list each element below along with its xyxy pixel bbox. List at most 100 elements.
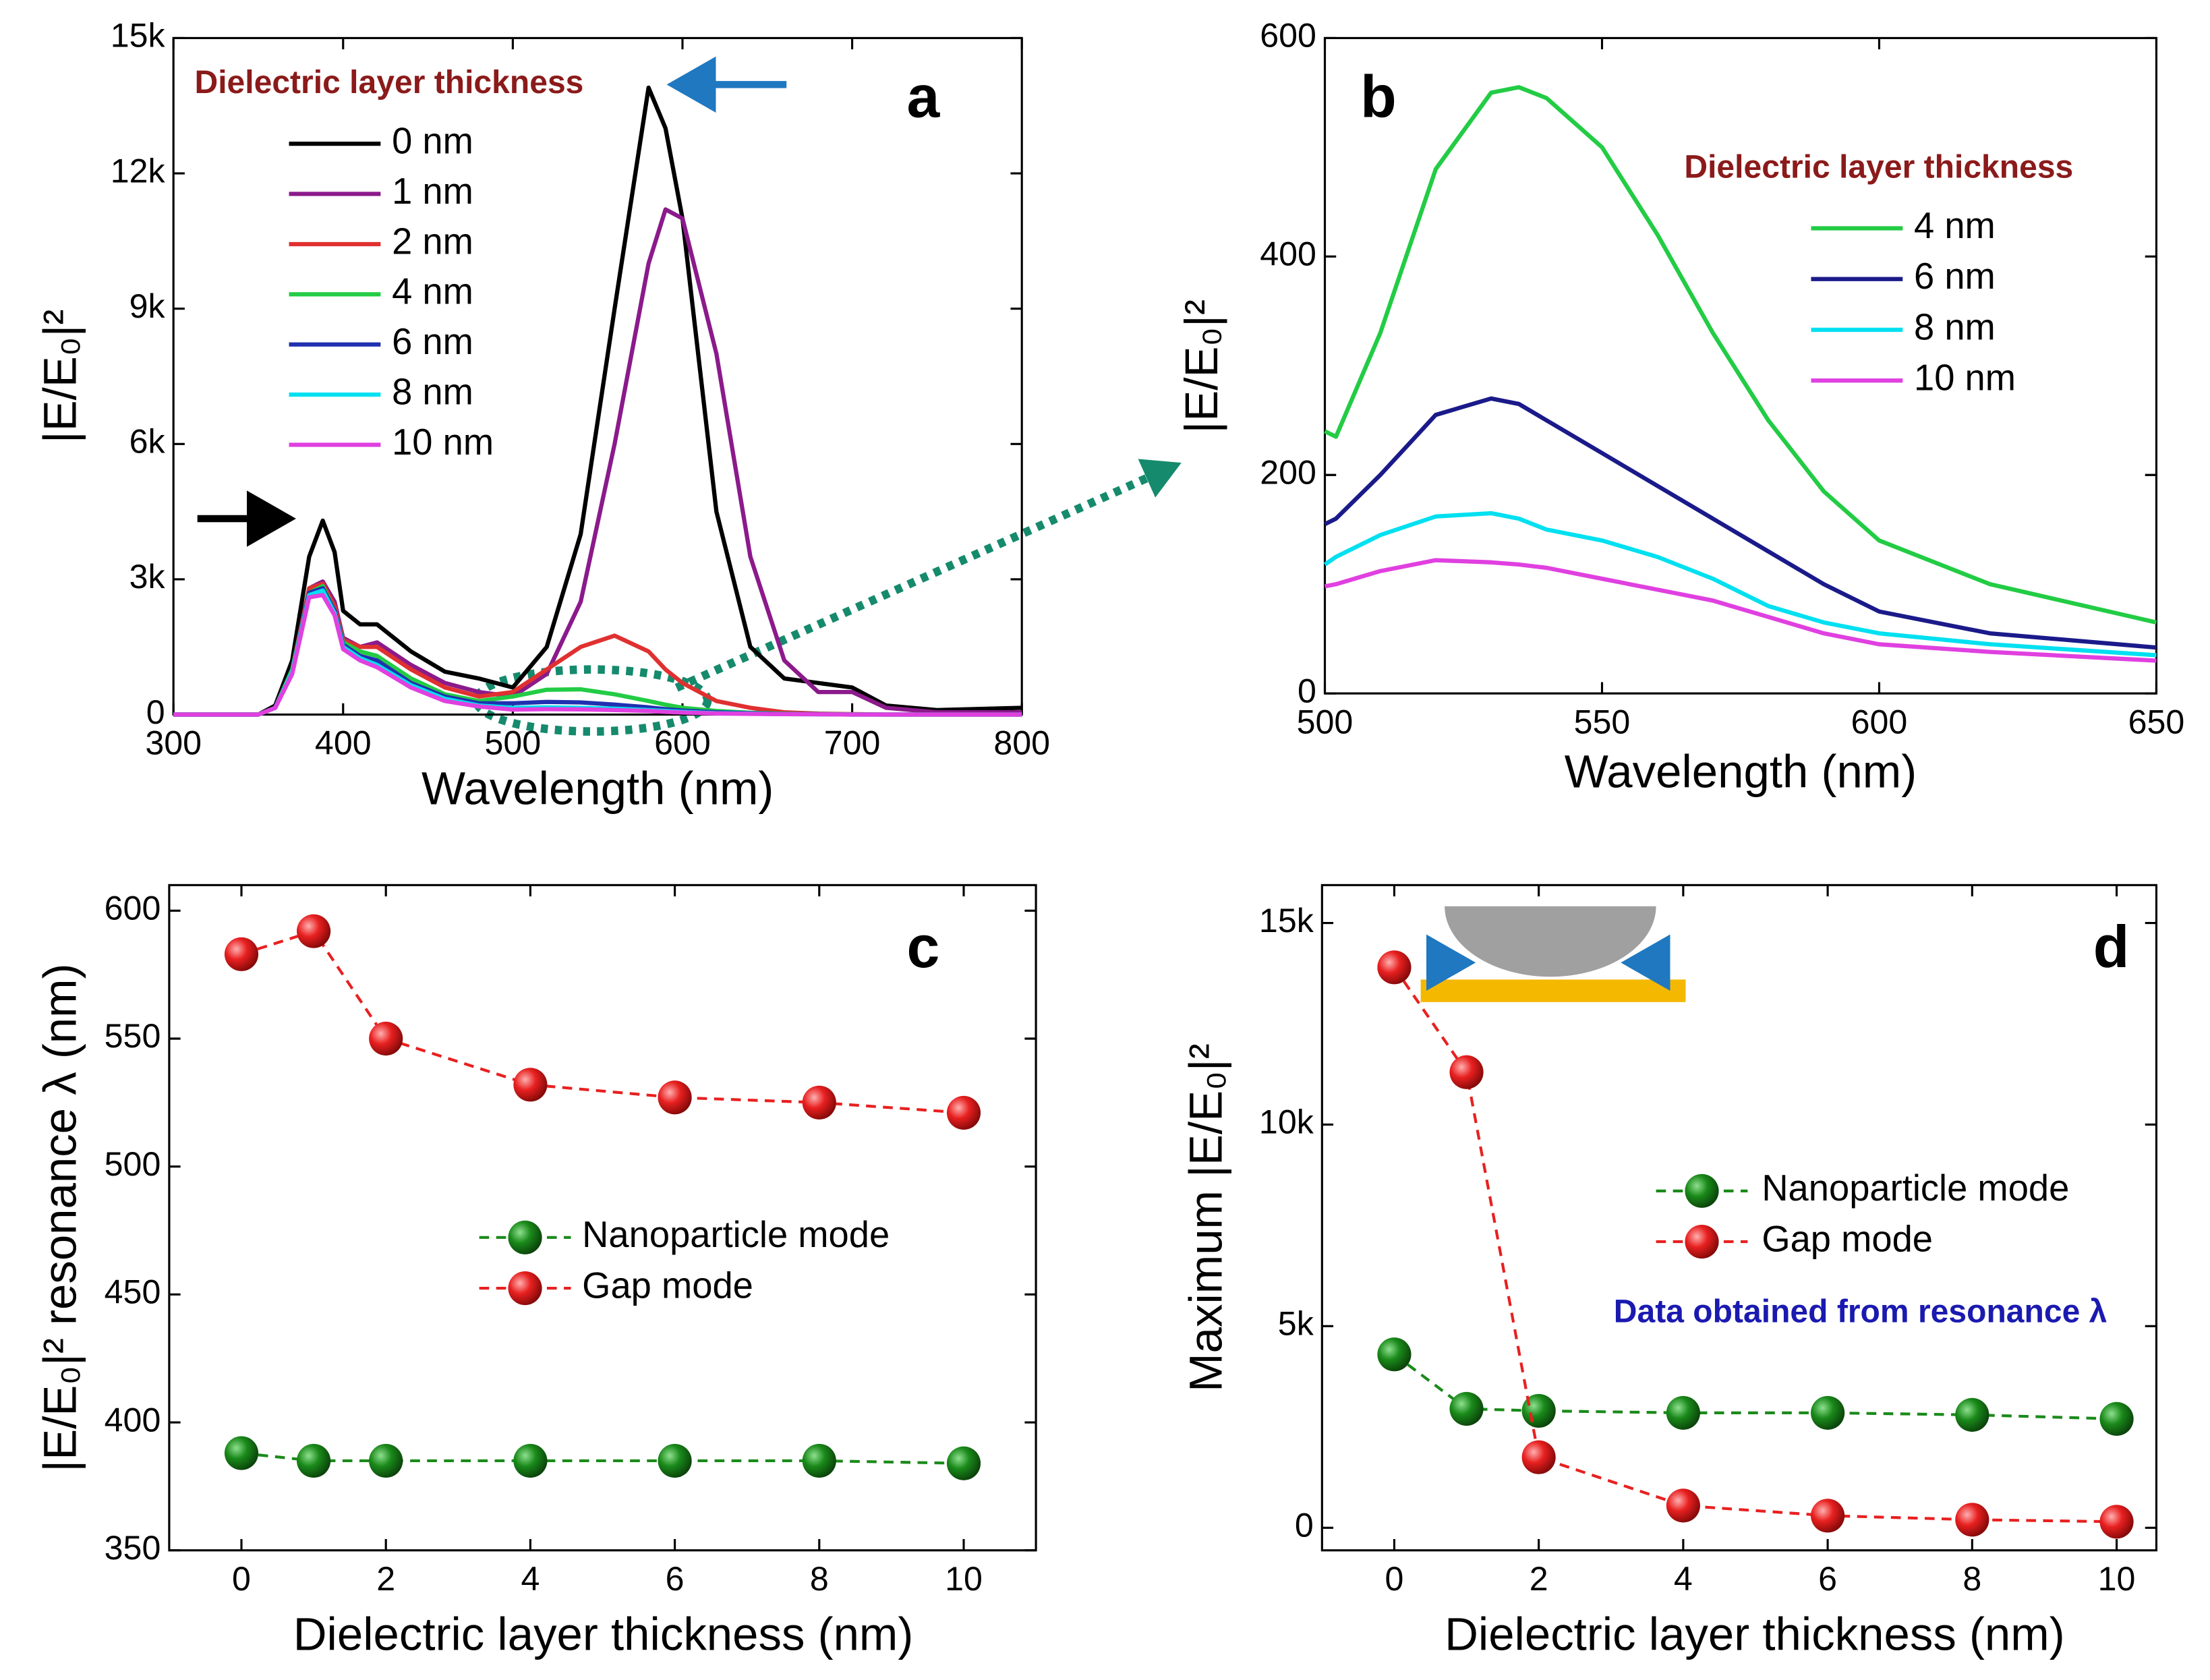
legend-title: Dielectric layer thickness <box>1684 148 2073 185</box>
legend-marker <box>508 1220 542 1254</box>
x-tick-label: 4 <box>521 1560 540 1598</box>
data-point <box>513 1068 548 1102</box>
zoom-ellipse <box>472 665 712 736</box>
data-line <box>173 85 1022 717</box>
data-point <box>802 1443 836 1478</box>
data-point <box>1666 1395 1700 1430</box>
y-tick-label: 600 <box>1260 17 1316 55</box>
y-tick-label: 500 <box>105 1145 161 1183</box>
legend-label: 0 nm <box>392 121 473 162</box>
y-tick-label: 400 <box>1260 235 1316 273</box>
legend-marker <box>1685 1174 1719 1208</box>
x-tick-label: 600 <box>1851 703 1908 741</box>
data-point <box>1666 1488 1700 1523</box>
x-tick-label: 550 <box>1574 703 1631 741</box>
plot-frame <box>172 36 1023 716</box>
data-point <box>513 1443 548 1478</box>
x-tick-label: 10 <box>2098 1560 2136 1598</box>
x-tick-label: 650 <box>2128 703 2185 741</box>
x-tick-label: 500 <box>1297 703 1354 741</box>
x-tick-label: 4 <box>1674 1560 1693 1598</box>
data-line <box>1393 1353 2117 1420</box>
y-tick-label: 350 <box>105 1529 161 1567</box>
x-tick-label: 700 <box>824 724 881 762</box>
legend-label: 6 nm <box>1914 256 1996 297</box>
plot-frame <box>1320 884 2158 1552</box>
x-tick-label: 6 <box>1818 1560 1837 1598</box>
data-point <box>1377 950 1412 985</box>
y-tick-label: 450 <box>105 1273 161 1311</box>
data-line <box>173 593 1022 717</box>
y-axis-label: |E/E₀|² <box>34 310 86 444</box>
x-axis-label: Dielectric layer thickness (nm) <box>1445 1609 2065 1660</box>
legend-label: Gap mode <box>582 1265 753 1306</box>
data-point <box>2099 1505 2134 1539</box>
data-line <box>241 1451 964 1465</box>
x-tick-label: 8 <box>1962 1560 1981 1598</box>
y-tick-label: 15k <box>1259 902 1314 939</box>
y-tick-label: 400 <box>105 1401 161 1439</box>
legend-label: 8 nm <box>1914 306 1996 347</box>
x-tick-label: 300 <box>145 724 202 762</box>
x-tick-label: 0 <box>232 1560 251 1598</box>
panel-label: b <box>1360 64 1397 130</box>
x-tick-label: 500 <box>485 724 542 762</box>
data-point <box>1449 1391 1484 1426</box>
y-tick-label: 0 <box>1298 672 1316 709</box>
data-point <box>658 1080 692 1115</box>
data-point <box>224 1436 259 1470</box>
substrate <box>1420 979 1686 1002</box>
data-point <box>1811 1499 1845 1533</box>
data-point <box>369 1021 403 1056</box>
data-line <box>1324 396 2157 650</box>
data-line <box>1324 558 2157 663</box>
panel-label: c <box>907 914 940 980</box>
data-point <box>369 1443 403 1478</box>
legend-label: 10 nm <box>1914 357 2016 399</box>
data-point <box>1449 1055 1484 1089</box>
y-tick-label: 3k <box>129 558 166 596</box>
data-point <box>1955 1397 1989 1432</box>
x-tick-label: 800 <box>993 724 1050 762</box>
y-tick-label: 0 <box>1295 1507 1314 1544</box>
data-point <box>946 1446 981 1480</box>
zoom-arrow <box>674 459 1182 692</box>
y-tick-label: 6k <box>129 423 166 461</box>
data-point <box>1811 1395 1845 1430</box>
x-tick-label: 2 <box>376 1560 395 1598</box>
x-tick-label: 400 <box>315 724 372 762</box>
y-tick-label: 0 <box>146 693 165 731</box>
y-axis-label: Maximum |E/E₀|² <box>1180 1043 1231 1392</box>
y-tick-label: 9k <box>129 287 166 325</box>
plot-frame <box>1323 36 2158 695</box>
data-point <box>658 1443 692 1478</box>
x-tick-label: 6 <box>666 1560 685 1598</box>
x-tick-label: 2 <box>1530 1560 1548 1598</box>
legend-label: Nanoparticle mode <box>582 1214 890 1255</box>
inset <box>1420 906 1686 1002</box>
panel-label: d <box>2093 914 2130 980</box>
legend-label: 10 nm <box>392 422 494 463</box>
data-point <box>946 1095 981 1130</box>
data-line <box>1323 511 2157 658</box>
data-point <box>2099 1401 2134 1436</box>
data-point <box>1521 1440 1556 1474</box>
x-tick-label: 8 <box>810 1560 829 1598</box>
data-point <box>224 937 259 971</box>
x-axis-label: Wavelength (nm) <box>1565 746 1917 798</box>
legend-marker <box>508 1271 542 1306</box>
data-point <box>297 914 331 948</box>
x-tick-label: 600 <box>654 724 711 762</box>
y-tick-label: 15k <box>111 17 166 55</box>
data-line <box>1324 85 2157 625</box>
y-tick-label: 550 <box>105 1017 161 1055</box>
legend-title: Dielectric layer thickness <box>195 64 584 100</box>
y-tick-label: 5k <box>1278 1305 1314 1343</box>
y-axis-label: |E/E₀|² <box>1175 299 1227 434</box>
data-line <box>241 929 964 1115</box>
legend-label: 4 nm <box>1914 205 1996 246</box>
legend-label: 4 nm <box>392 271 473 312</box>
data-point <box>1955 1503 1989 1537</box>
x-axis-label: Wavelength (nm) <box>421 763 774 815</box>
y-tick-label: 12k <box>111 152 166 190</box>
